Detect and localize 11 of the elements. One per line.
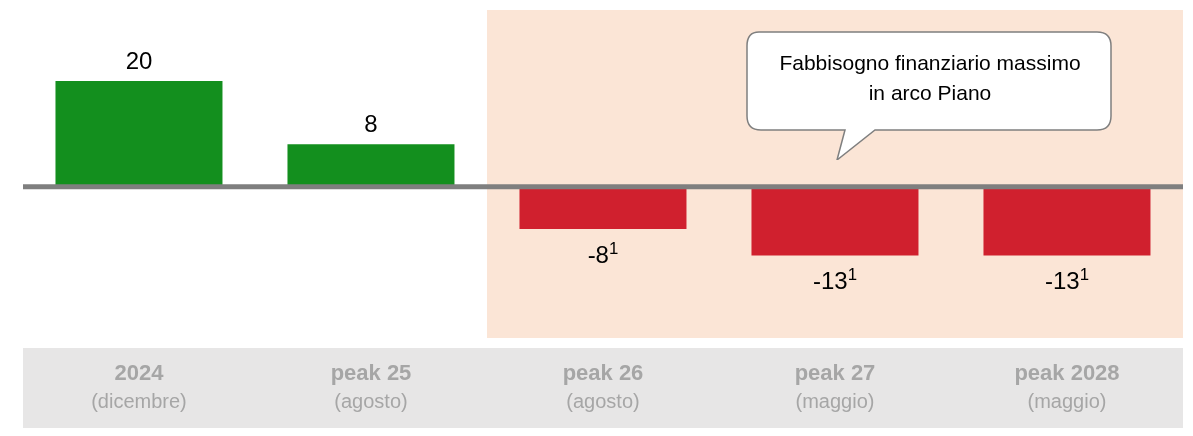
x-tick-label: 2024 (dicembre) (91, 360, 187, 412)
x-tick-label: peak 25 (agosto) (330, 360, 412, 412)
data-label: -8$^{1}$ (587, 238, 619, 269)
data-label: 8 (364, 110, 378, 138)
data-label: -13$^{1}$ (1044, 264, 1089, 295)
x-tick-label: peak 2028 (maggio) (1014, 360, 1120, 412)
annotation: Fabbisogno finanziario massimo in arco Piano (778, 50, 1082, 106)
data-label: 20 (125, 46, 153, 74)
x-tick-label: peak 27 (maggio) (794, 360, 876, 412)
data-label: -13$^{1}$ (812, 264, 857, 295)
x-tick-label: peak 26 (agosto) (562, 360, 644, 412)
